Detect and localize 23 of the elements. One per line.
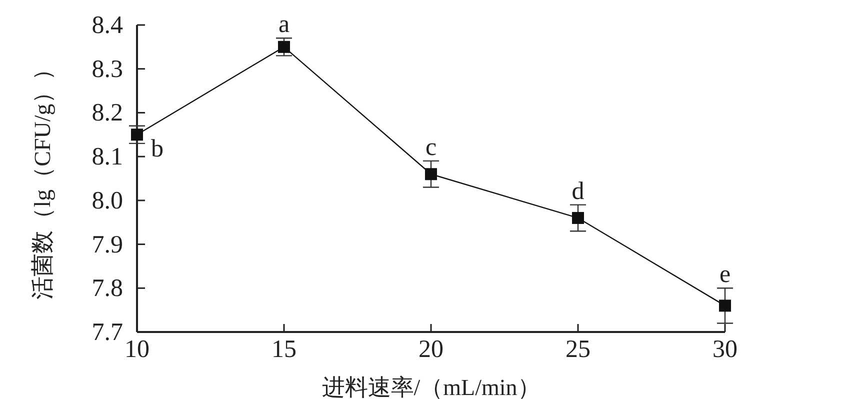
annotation: e <box>719 261 731 288</box>
x-tick-label: 20 <box>418 336 444 363</box>
y-tick-label: 8.0 <box>92 187 123 214</box>
point <box>719 300 731 312</box>
y-axis-title: 活菌数（lg（CFU/g）） <box>30 58 55 300</box>
x-tick-label: 30 <box>712 336 738 363</box>
x-tick-label: 25 <box>566 336 590 363</box>
annotation: b <box>151 136 164 163</box>
annotation: c <box>425 134 437 161</box>
y-tick-label: 8.2 <box>92 100 123 127</box>
y-tick-label: 7.9 <box>92 231 123 258</box>
point <box>425 168 437 180</box>
x-tick-label: 15 <box>272 336 296 363</box>
annotation: d <box>572 178 585 205</box>
point <box>572 212 584 224</box>
x-tick-label: 10 <box>124 336 150 363</box>
y-tick-label: 8.4 <box>92 12 124 39</box>
y-tick-label: 8.3 <box>92 56 123 83</box>
annotation: a <box>278 11 290 38</box>
y-tick-label: 8.1 <box>92 144 123 171</box>
y-tick-label: 7.7 <box>92 319 123 346</box>
y-tick-label: 7.8 <box>92 275 123 302</box>
x-axis-title: 进料速率/（mL/min） <box>322 375 540 399</box>
